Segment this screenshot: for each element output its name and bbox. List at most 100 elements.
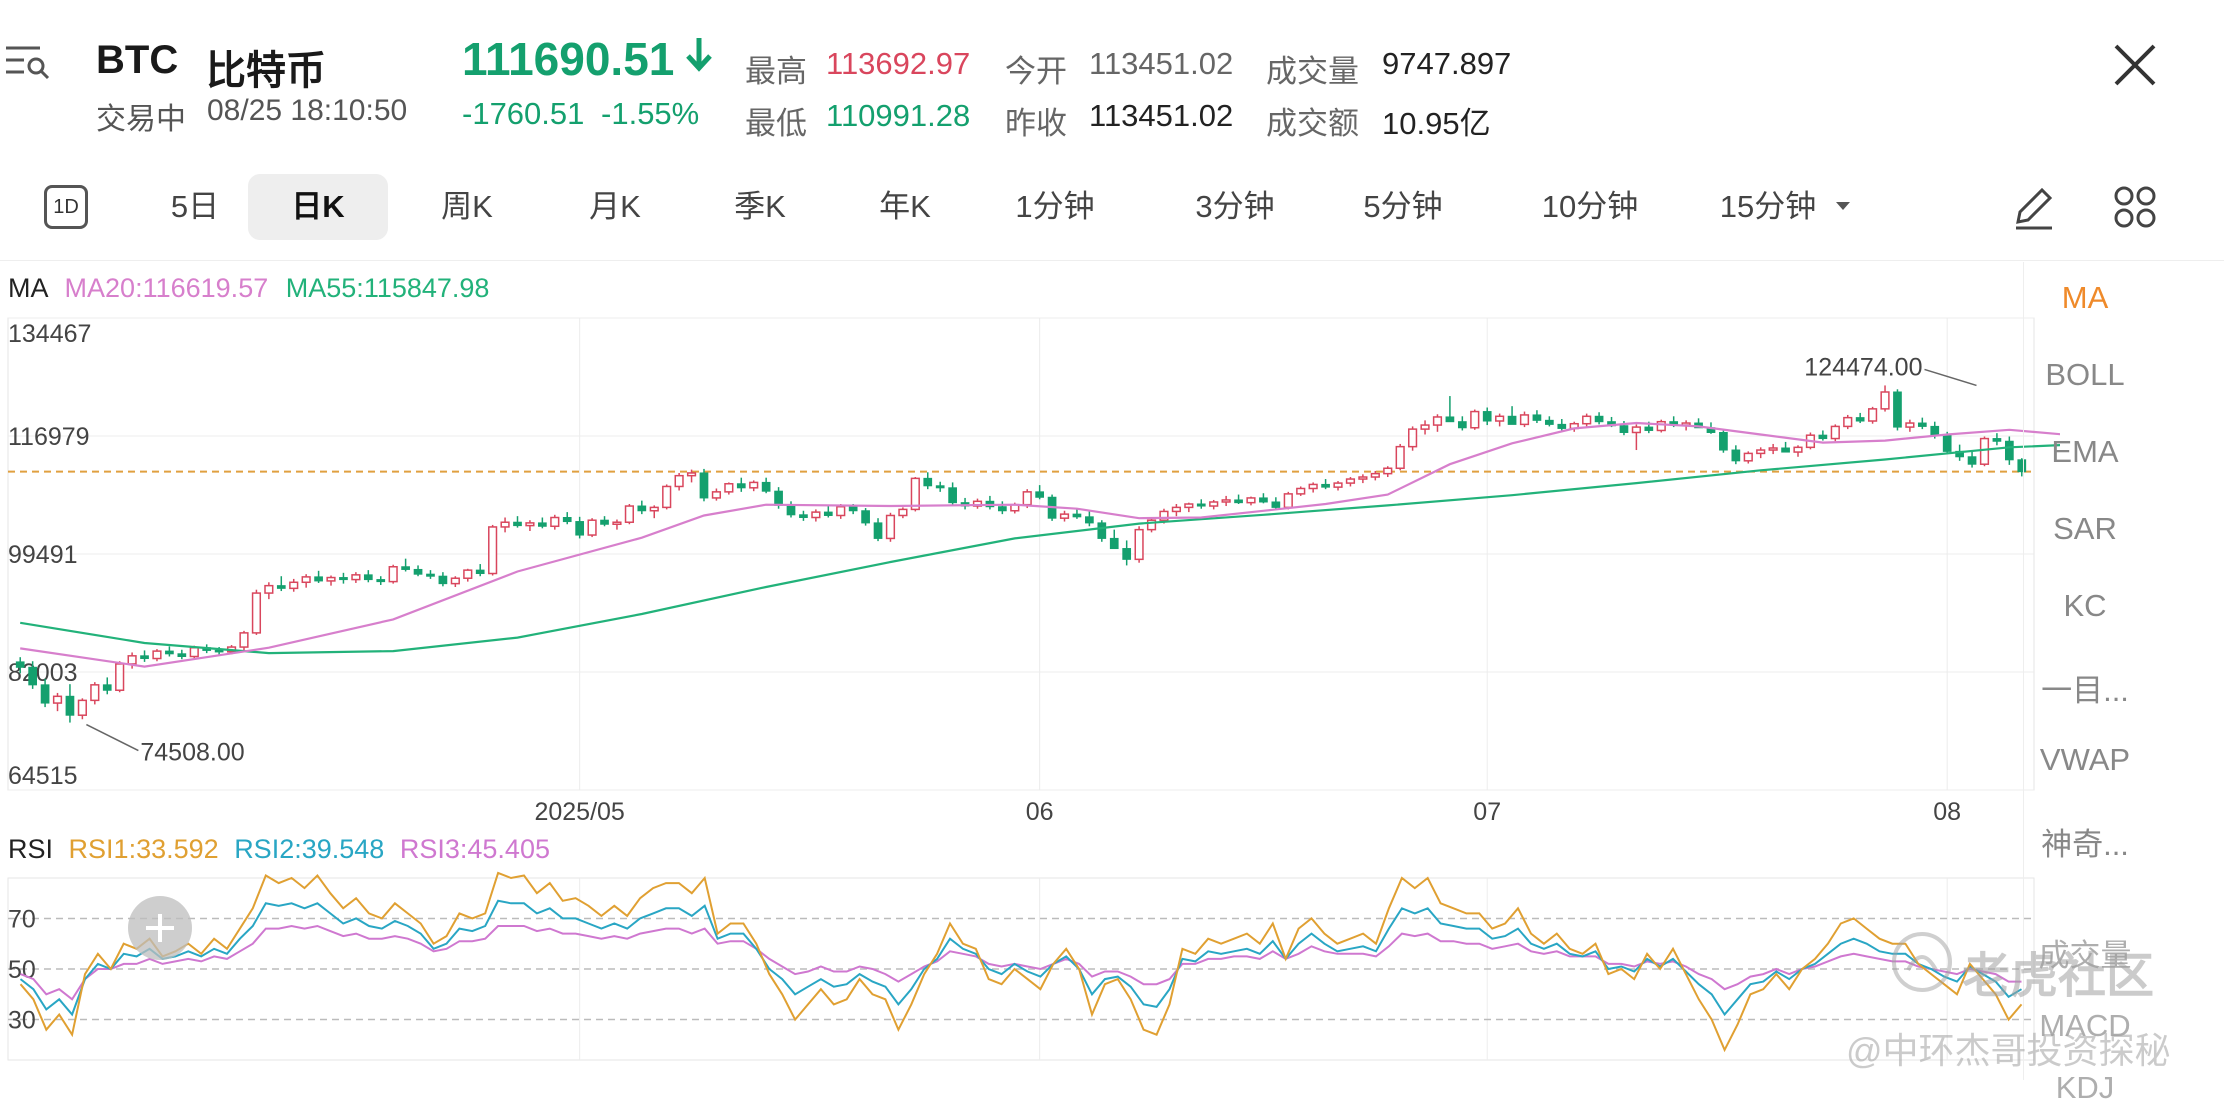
arrow-down-icon bbox=[685, 32, 713, 83]
candle-body bbox=[276, 585, 286, 589]
ma20-legend: MA20:116619.57 bbox=[64, 273, 269, 303]
rsi-legend: RSI RSI1:33.592 RSI2:39.548 RSI3:45.405 bbox=[8, 834, 550, 865]
candle-body bbox=[401, 566, 410, 570]
pen-draw-icon[interactable] bbox=[2008, 182, 2058, 237]
indicator-lower-0[interactable]: 成交量 bbox=[2038, 938, 2132, 973]
tab-2[interactable]: 周K bbox=[441, 189, 493, 224]
candle-body bbox=[1457, 421, 1467, 429]
tab-4[interactable]: 季K bbox=[734, 189, 786, 224]
stock-name: 比特币 bbox=[206, 49, 326, 93]
tab-0[interactable]: 5日 bbox=[170, 189, 220, 224]
candle-body bbox=[1781, 447, 1790, 453]
grid-layout-icon[interactable] bbox=[2112, 184, 2158, 235]
candle-body bbox=[1644, 426, 1654, 431]
candle-body bbox=[836, 505, 846, 517]
candle-body bbox=[637, 505, 647, 512]
candle-body bbox=[1059, 513, 1070, 519]
candle-body bbox=[326, 576, 336, 582]
candle-body bbox=[1532, 414, 1542, 421]
x-tick-label: 07 bbox=[1473, 798, 1501, 826]
candle-body bbox=[1818, 434, 1828, 440]
price-block: 111690.51 bbox=[462, 32, 713, 86]
candle-body bbox=[1408, 428, 1418, 448]
candle-body bbox=[674, 474, 684, 488]
tab-5[interactable]: 年K bbox=[879, 189, 931, 224]
y-tick-label: 64515 bbox=[8, 762, 78, 790]
candle-body bbox=[251, 592, 262, 634]
candle-body bbox=[426, 573, 435, 577]
candle-body bbox=[52, 695, 63, 704]
add-button[interactable] bbox=[128, 896, 192, 960]
indicator-sidebar bbox=[2023, 262, 2224, 1080]
tab-10[interactable]: 15分钟 bbox=[1719, 189, 1817, 224]
candle-body bbox=[1395, 445, 1405, 469]
candle-body bbox=[1880, 391, 1890, 410]
rsi3-legend: RSI3:45.405 bbox=[399, 834, 550, 864]
indicator-1[interactable]: BOLL bbox=[2045, 357, 2125, 392]
indicator-5[interactable]: 一目... bbox=[2041, 673, 2129, 708]
tab-6[interactable]: 1分钟 bbox=[1015, 189, 1095, 224]
candle-body bbox=[1830, 425, 1840, 440]
candle-body bbox=[1358, 476, 1368, 480]
candle-body bbox=[1719, 431, 1728, 451]
candle-body bbox=[413, 568, 423, 575]
high-label: 最高 bbox=[745, 54, 807, 89]
watermark-author: @中环杰哥投资探秘 bbox=[1846, 1030, 2171, 1071]
intraday-1d-icon[interactable]: 1D bbox=[44, 185, 88, 229]
tab-8[interactable]: 5分钟 bbox=[1363, 189, 1443, 224]
tab-7[interactable]: 3分钟 bbox=[1195, 189, 1275, 224]
candle-body bbox=[1370, 472, 1380, 478]
candle-body bbox=[239, 632, 249, 648]
candle-body bbox=[1867, 408, 1878, 422]
x-tick-label: 08 bbox=[1933, 798, 1961, 826]
candle-body bbox=[1619, 425, 1629, 433]
indicator-6[interactable]: VWAP bbox=[2039, 742, 2131, 777]
candle-body bbox=[774, 490, 783, 506]
rsi1-line bbox=[19, 871, 2023, 1053]
candle-body bbox=[450, 577, 460, 585]
candle-body bbox=[1035, 491, 1045, 498]
candle-body bbox=[90, 684, 100, 702]
annotation-leader bbox=[86, 723, 139, 752]
candle-body bbox=[587, 519, 597, 536]
indicator-2[interactable]: EMA bbox=[2051, 434, 2119, 469]
high-value: 113692.97 bbox=[826, 46, 971, 81]
indicator-0[interactable]: MA bbox=[2061, 280, 2109, 315]
candle-body bbox=[77, 699, 87, 716]
low-value: 110991.28 bbox=[826, 98, 971, 133]
candle-body bbox=[923, 477, 933, 487]
candle-body bbox=[1843, 416, 1853, 428]
candle-body bbox=[1445, 416, 1455, 423]
candle-body bbox=[799, 514, 808, 519]
tab-3[interactable]: 月K bbox=[589, 189, 641, 224]
candle-body bbox=[1171, 506, 1182, 513]
candle-body bbox=[935, 485, 945, 489]
low-label: 最低 bbox=[745, 106, 807, 141]
candle-body bbox=[861, 510, 870, 524]
tab-1[interactable]: 日K bbox=[248, 174, 388, 240]
candle-body bbox=[376, 579, 386, 583]
indicator-3[interactable]: SAR bbox=[2053, 511, 2117, 546]
candle-body bbox=[1582, 415, 1592, 425]
candle-body bbox=[1979, 437, 1990, 465]
indicator-lower-2[interactable]: KDJ bbox=[2055, 1070, 2115, 1105]
candle-body bbox=[1743, 452, 1753, 462]
indicator-7[interactable]: 神奇... bbox=[2041, 827, 2129, 862]
indicator-lower-1[interactable]: MACD bbox=[2039, 1008, 2131, 1043]
indicator-4[interactable]: KC bbox=[2063, 588, 2107, 623]
rsi-legend-title: RSI bbox=[8, 834, 54, 864]
ma-legend-title: MA bbox=[8, 273, 48, 303]
candle-body bbox=[1631, 426, 1641, 434]
candle-body bbox=[1470, 410, 1480, 429]
ma55-line bbox=[20, 444, 2060, 655]
candle-body bbox=[314, 576, 323, 582]
candle-body bbox=[189, 646, 199, 658]
candle-body bbox=[749, 481, 759, 489]
list-icon[interactable] bbox=[4, 40, 52, 84]
tab-9[interactable]: 10分钟 bbox=[1541, 189, 1639, 224]
chevron-down-icon[interactable] bbox=[1833, 196, 1853, 221]
close-icon[interactable] bbox=[2110, 40, 2160, 90]
candle-body bbox=[177, 653, 187, 658]
candle-body bbox=[152, 650, 162, 660]
